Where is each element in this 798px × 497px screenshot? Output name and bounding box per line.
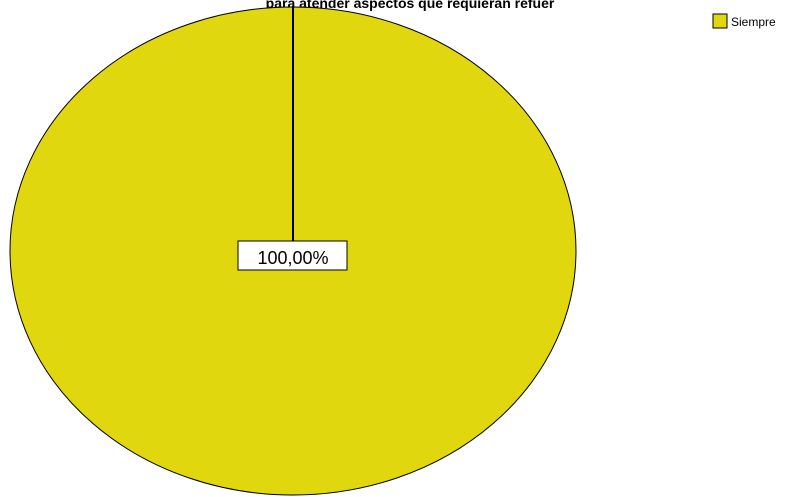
- chart-title: para atender aspectos que requieran refu…: [266, 0, 555, 11]
- data-label-group: 100,00%: [237, 240, 348, 271]
- legend: Siempre: [712, 13, 776, 29]
- data-label: 100,00%: [257, 248, 328, 268]
- data-label-box: [237, 240, 348, 271]
- legend-label-siempre: Siempre: [731, 15, 776, 29]
- legend-swatch-siempre: [712, 13, 728, 29]
